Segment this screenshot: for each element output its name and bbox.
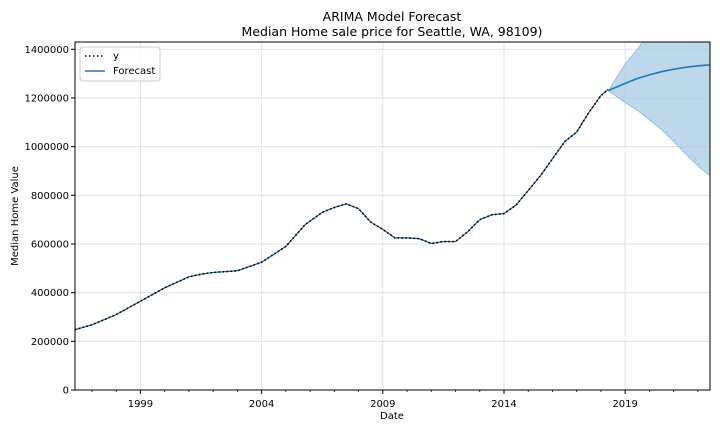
y-tick-label: 200000 <box>31 337 69 348</box>
y-tick-label: 0 <box>63 386 69 397</box>
series-layer <box>75 64 710 331</box>
series-forecast-line <box>607 64 710 92</box>
y-tick-label: 800000 <box>31 191 69 202</box>
x-axis-label: Date <box>380 411 404 422</box>
x-tick-label: 2019 <box>612 399 637 410</box>
plot-background <box>75 42 710 390</box>
y-tick-label: 1200000 <box>24 93 69 104</box>
y-axis: 0 200000 400000 600000 800000 1000000 1200000 1… <box>24 45 75 397</box>
x-tick-label: 2014 <box>491 399 516 410</box>
x-tick-label: 2009 <box>370 399 395 410</box>
legend-y-label: y <box>113 51 119 62</box>
legend: y Forecast <box>79 46 161 82</box>
forecast-interval-layer <box>607 42 710 177</box>
y-axis-label: Median Home Value <box>10 166 21 266</box>
x-tick-label: 1999 <box>128 399 153 410</box>
y-tick-label: 1000000 <box>24 142 69 153</box>
x-tick-label: 2004 <box>249 399 274 410</box>
series-y-line <box>75 88 609 331</box>
chart-subtitle: Median Home sale price for Seattle, WA, … <box>242 24 543 39</box>
x-axis: 1999 2004 2009 2014 2019 <box>91 390 699 410</box>
forecast-confidence-band <box>607 42 710 177</box>
legend-forecast-label: Forecast <box>113 66 155 77</box>
plot-frame <box>74 41 711 391</box>
y-tick-label: 400000 <box>31 288 69 299</box>
y-tick-label: 600000 <box>31 239 69 250</box>
chart-title: ARIMA Model Forecast <box>323 9 462 24</box>
grid <box>75 42 710 391</box>
legend-box <box>79 46 161 82</box>
y-tick-label: 1400000 <box>24 45 69 56</box>
